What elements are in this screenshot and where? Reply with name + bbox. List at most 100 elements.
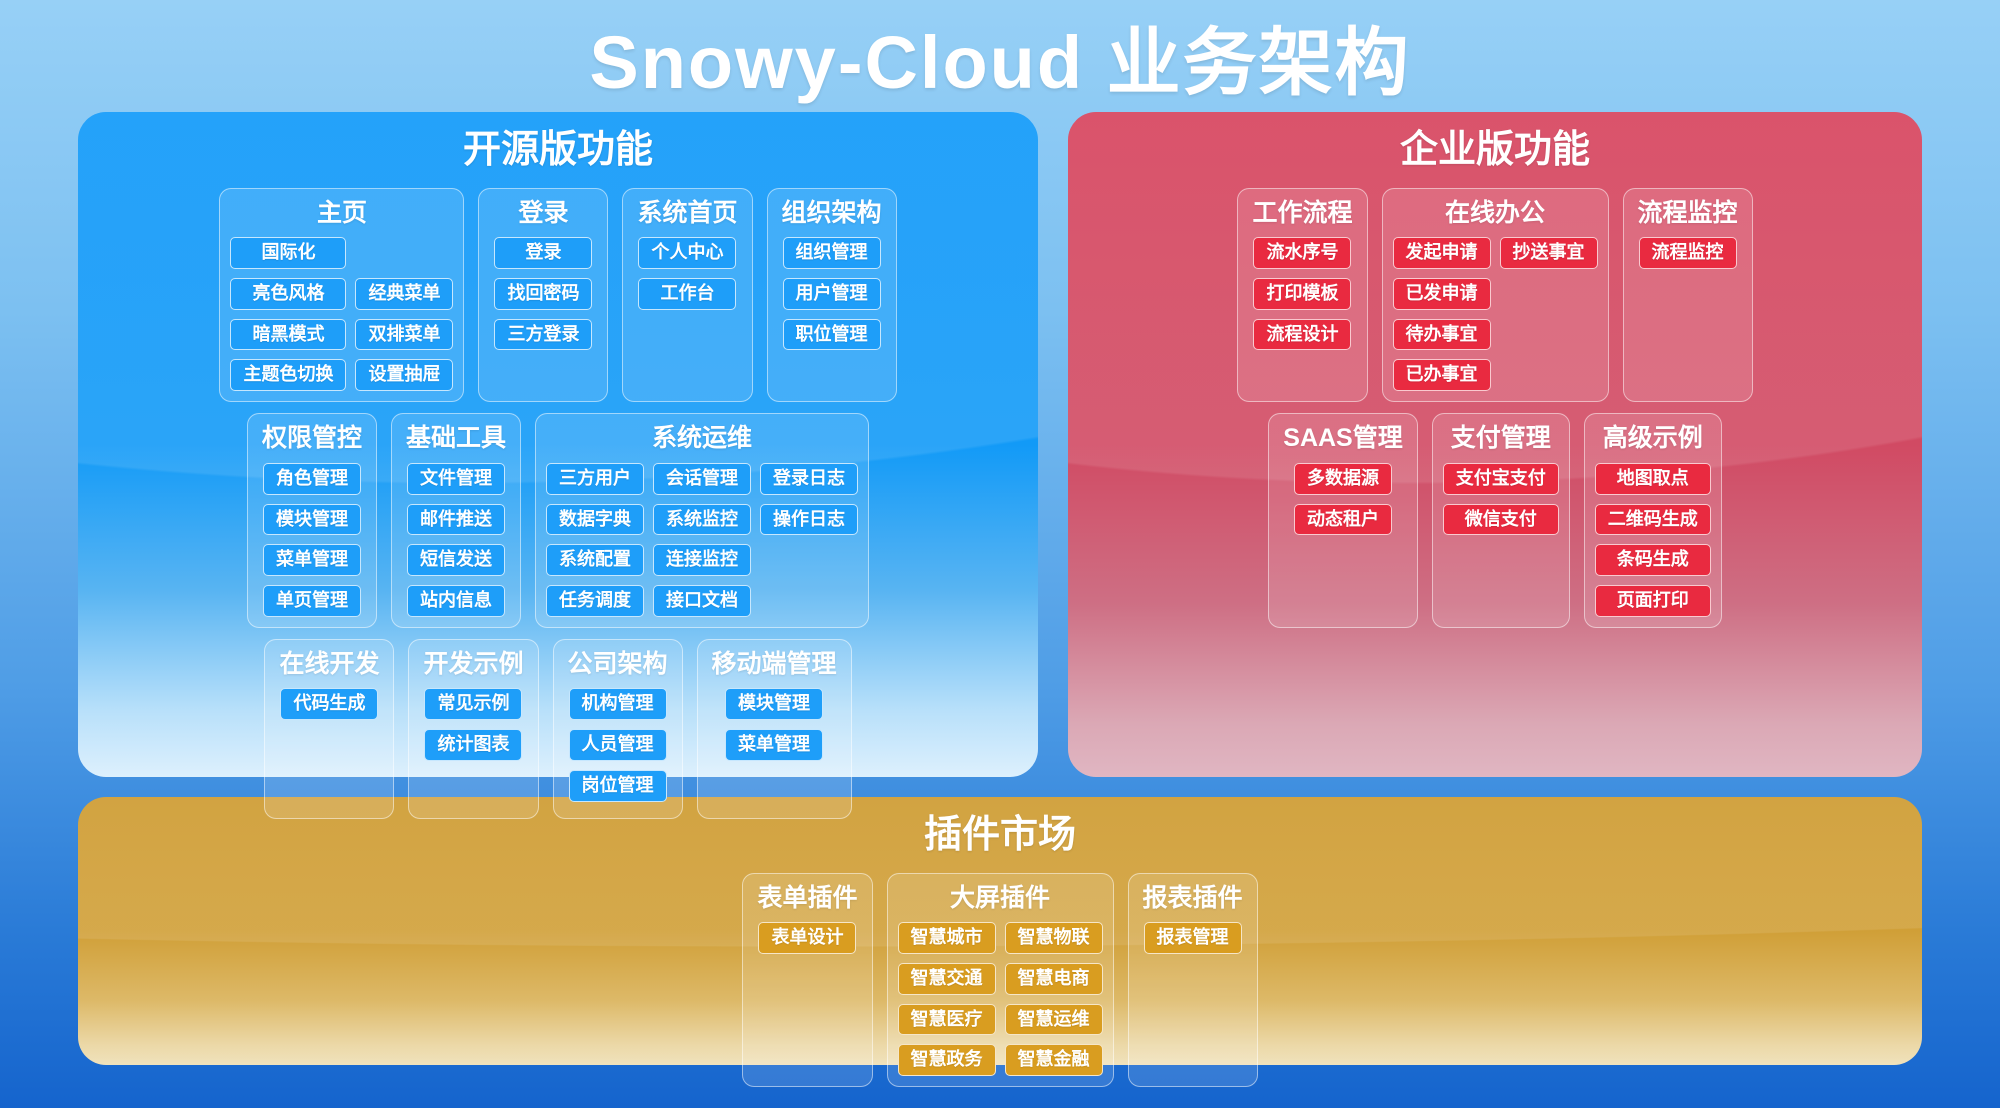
- feature-card: 主页 国际化 亮色风格 经典菜单 暗黑模式 双排菜单 主题色切换 设置抽屉: [219, 187, 465, 403]
- feature-item: 任务调度: [546, 585, 645, 617]
- feature-card: 大屏插件智慧城市 智慧物联 智慧交通 智慧电商 智慧医疗 智慧运维 智慧政务 智慧金融: [886, 872, 1114, 1088]
- feature-card: 支付管理支付宝支付 微信支付: [1431, 413, 1570, 628]
- card-row: 在线开发 代码生成 开发示例 常见示例 统计图表 公司架构 机构管理 人员管理 岗位管理 移动端管…: [264, 638, 852, 819]
- section-plugins-cards: 表单插件 表单设计 大屏插件 智慧城市 智慧物联 智慧交通 智慧电商 智慧医疗 智慧运维 智慧政务…: [78, 872, 1922, 1088]
- feature-item: 单页管理: [262, 585, 361, 617]
- feature-card-title: 高级示例: [1602, 424, 1703, 453]
- feature-card-title: 流程监控: [1637, 198, 1738, 227]
- feature-item: 多数据源: [1294, 462, 1392, 495]
- feature-item: 登录日志: [760, 462, 859, 495]
- feature-item: 经典菜单: [355, 277, 454, 310]
- feature-item: 抄送事宜: [1499, 237, 1598, 269]
- feature-item: 系统配置: [546, 544, 645, 577]
- feature-item: 角色管理: [262, 462, 361, 495]
- feature-item: 已办事宜: [1392, 359, 1491, 392]
- card-row: 工作流程 流水序号 打印模板 流程设计 在线办公 发起申请 抄送事宜 已发申请 待办事宜 已办事宜…: [1237, 187, 1753, 403]
- feature-card-title: 大屏插件: [949, 883, 1050, 912]
- feature-item-grid: 发起申请 抄送事宜 已发申请 待办事宜 已办事宜: [1392, 237, 1598, 392]
- feature-card: 系统运维 三方用户 会话管理 登录日志 数据字典 系统监控 操作日志 系统配置 连接监控 任务调度…: [535, 413, 870, 628]
- feature-card: 开发示例常见示例统计图表: [408, 638, 539, 819]
- feature-card-title: 表单插件: [757, 883, 858, 912]
- feature-card: 在线开发 代码生成: [264, 638, 395, 819]
- feature-item: 三方用户: [546, 462, 645, 495]
- feature-item-grid: 机构管理 人员管理 岗位管理: [564, 688, 672, 802]
- section-plugins: 插件市场 表单插件 表单设计 大屏插件 智慧城市 智慧物联 智慧交通 智慧电商 智慧医疗 智慧运…: [78, 797, 1922, 1088]
- feature-card-title: 移动端管理: [711, 649, 837, 678]
- feature-item: 报表管理: [1143, 922, 1242, 954]
- feature-item: 代码生成: [280, 688, 379, 721]
- feature-item: 找回密码: [494, 277, 593, 310]
- feature-card: 登录 登录 找回密码 三方登录: [478, 187, 609, 403]
- feature-item: 个人中心: [638, 237, 737, 269]
- card-row: SAAS管理 多数据源 动态租户 支付管理 支付宝支付 微信支付 高级示例 地图取点 二维码生成…: [1268, 413, 1722, 628]
- feature-item: 主题色切换: [230, 359, 347, 392]
- card-row: 主页 国际化 亮色风格 经典菜单 暗黑模式 双排菜单 主题色切换 设置抽屉 登录 登录 找回密码 三方…: [219, 187, 897, 403]
- feature-card-title: 公司架构: [567, 649, 668, 678]
- feature-item: 流水序号: [1253, 237, 1352, 269]
- feature-item: 统计图表: [424, 729, 523, 762]
- feature-item: 待办事宜: [1392, 318, 1491, 351]
- card-row: 表单插件 表单设计 大屏插件 智慧城市 智慧物联 智慧交通 智慧电商 智慧医疗 智慧运维 智慧政务…: [742, 872, 1258, 1088]
- feature-item: 邮件推送: [407, 503, 505, 536]
- feature-card-title: 组织架构: [781, 198, 882, 227]
- feature-item-grid: 智慧城市 智慧物联 智慧交通 智慧电商 智慧医疗 智慧运维 智慧政务 智慧金融: [897, 922, 1103, 1077]
- feature-item: 文件管理: [407, 462, 505, 495]
- feature-item: 接口文档: [653, 585, 752, 617]
- feature-card-title: SAAS管理: [1283, 424, 1403, 453]
- feature-item: 动态租户: [1294, 503, 1392, 536]
- feature-item: 发起申请: [1392, 237, 1491, 269]
- feature-item-grid: 组织管理 用户管理 职位管理: [778, 237, 886, 351]
- feature-item: 三方登录: [494, 318, 593, 351]
- feature-item: 站内信息: [407, 585, 505, 617]
- section-enterprise: 企业版功能 工作流程 流水序号 打印模板 流程设计 在线办公 发起申请 抄送事宜 已发申请 待办…: [1068, 112, 1922, 777]
- feature-card: 表单插件 表单设计: [742, 872, 873, 1088]
- feature-item: 组织管理: [782, 237, 881, 269]
- feature-item: 智慧电商: [1004, 962, 1103, 995]
- feature-card-title: 报表插件: [1142, 883, 1243, 912]
- feature-card-title: 在线开发: [279, 649, 380, 678]
- feature-item: 机构管理: [568, 688, 667, 721]
- feature-item-grid: 地图取点 二维码生成 条码生成 页面打印: [1594, 462, 1711, 617]
- feature-item: 条码生成: [1594, 544, 1711, 577]
- feature-card-title: 开发示例: [423, 649, 524, 678]
- feature-card-title: 登录: [518, 198, 569, 227]
- feature-card-title: 系统首页: [637, 198, 738, 227]
- feature-item: 常见示例: [424, 688, 523, 721]
- feature-card: 高级示例 地图取点 二维码生成 条码生成 页面打印: [1583, 413, 1722, 628]
- feature-item-grid: 流水序号打印模板流程设计: [1248, 237, 1356, 351]
- feature-item: 菜单管理: [725, 729, 824, 762]
- feature-item-grid: 支付宝支付 微信支付: [1442, 462, 1559, 536]
- feature-item: 页面打印: [1594, 585, 1711, 617]
- feature-card-title: 权限管控: [261, 424, 362, 453]
- feature-item-grid: 模块管理 菜单管理: [708, 688, 841, 762]
- feature-card-title: 主页: [316, 198, 367, 227]
- feature-item: 菜单管理: [262, 544, 361, 577]
- feature-item: 暗黑模式: [230, 318, 347, 351]
- feature-item: 模块管理: [725, 688, 824, 721]
- feature-item: 智慧政务: [897, 1044, 996, 1077]
- feature-item-grid: 代码生成: [275, 688, 383, 721]
- feature-item-grid: 个人中心 工作台: [633, 237, 741, 310]
- feature-item: 模块管理: [262, 503, 361, 536]
- feature-card-title: 在线办公: [1444, 198, 1545, 227]
- feature-item: 打印模板: [1253, 277, 1352, 310]
- feature-item: 短信发送: [407, 544, 505, 577]
- feature-card-title: 支付管理: [1450, 424, 1551, 453]
- feature-item: 职位管理: [782, 318, 881, 351]
- feature-item: 岗位管理: [568, 770, 667, 802]
- card-row: 权限管控角色管理模块管理菜单管理单页管理 基础工具文件管理邮件推送短信发送站内信息…: [246, 413, 870, 628]
- feature-card: SAAS管理多数据源动态租户: [1268, 413, 1418, 628]
- feature-card: 在线办公 发起申请 抄送事宜 已发申请 待办事宜 已办事宜: [1381, 187, 1609, 403]
- feature-card: 系统首页个人中心 工作台: [622, 187, 753, 403]
- feature-item: 智慧城市: [897, 922, 996, 954]
- feature-item-grid: 报表管理: [1139, 922, 1247, 954]
- feature-panels-row: 开源版功能 主页 国际化 亮色风格 经典菜单 暗黑模式 双排菜单 主题色切换 设置抽屉 登录 登录…: [78, 112, 1922, 819]
- feature-item: 流程监控: [1638, 237, 1737, 269]
- feature-item: 流程设计: [1253, 318, 1352, 351]
- feature-item: 智慧医疗: [897, 1003, 996, 1036]
- feature-item: 二维码生成: [1594, 503, 1711, 536]
- feature-card: 工作流程 流水序号 打印模板 流程设计: [1237, 187, 1368, 403]
- feature-card-title: 基础工具: [406, 424, 507, 453]
- feature-card: 移动端管理模块管理菜单管理: [696, 638, 852, 819]
